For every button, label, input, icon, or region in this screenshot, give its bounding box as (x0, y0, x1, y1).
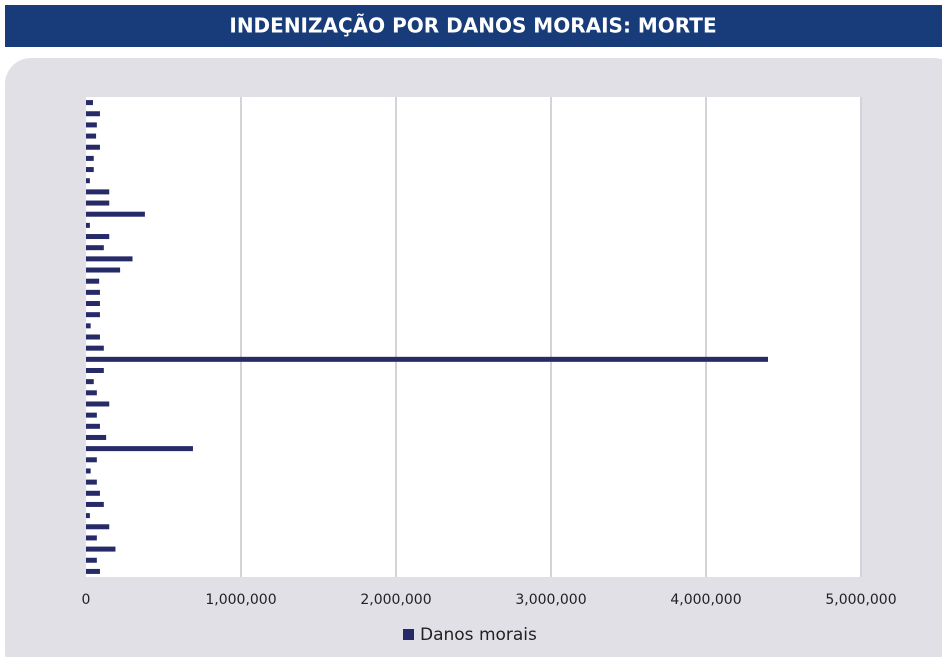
bar (86, 200, 110, 206)
bar (86, 323, 91, 329)
x-tick-label: 3,000,000 (515, 592, 586, 608)
bar (86, 490, 100, 496)
bar (86, 356, 768, 362)
x-tick-label: 1,000,000 (205, 592, 276, 608)
bar (86, 524, 110, 530)
bar (86, 100, 93, 106)
bar (86, 568, 100, 574)
bar (86, 189, 110, 195)
x-tick-label: 2,000,000 (360, 592, 431, 608)
bar (86, 122, 97, 128)
bar (86, 446, 193, 452)
bar (86, 289, 100, 295)
bar (86, 401, 110, 407)
bar (86, 222, 90, 228)
x-tick-label: 5,000,000 (825, 592, 896, 608)
bar (86, 535, 97, 541)
bar (86, 501, 104, 507)
bar (86, 546, 116, 552)
bar (86, 513, 90, 519)
bar (86, 312, 100, 318)
bar (86, 334, 100, 340)
chart-title: INDENIZAÇÃO POR DANOS MORAIS: MORTE (229, 14, 716, 38)
bar (86, 412, 97, 418)
plot-area (86, 97, 861, 577)
bar (86, 479, 97, 485)
legend-label: Danos morais (420, 625, 537, 645)
bar (86, 557, 97, 563)
bar (86, 468, 91, 474)
bar (86, 155, 94, 161)
bar (86, 301, 100, 307)
bar (86, 211, 145, 217)
bar (86, 234, 110, 240)
bar (86, 178, 90, 184)
bar (86, 367, 104, 373)
bar (86, 390, 97, 396)
bar (86, 144, 100, 150)
bar (86, 434, 107, 440)
bar (86, 245, 104, 251)
bar (86, 457, 97, 463)
bar (86, 423, 100, 429)
bar (86, 167, 94, 173)
bar (86, 267, 121, 273)
header-band (5, 5, 942, 47)
bar (86, 345, 104, 351)
x-tick-label: 4,000,000 (670, 592, 741, 608)
bar (86, 278, 100, 284)
bar (86, 111, 100, 117)
bar (86, 379, 94, 385)
legend-swatch (403, 629, 414, 640)
bar (86, 256, 133, 262)
x-tick-label: 0 (82, 592, 91, 608)
bar (86, 133, 97, 139)
